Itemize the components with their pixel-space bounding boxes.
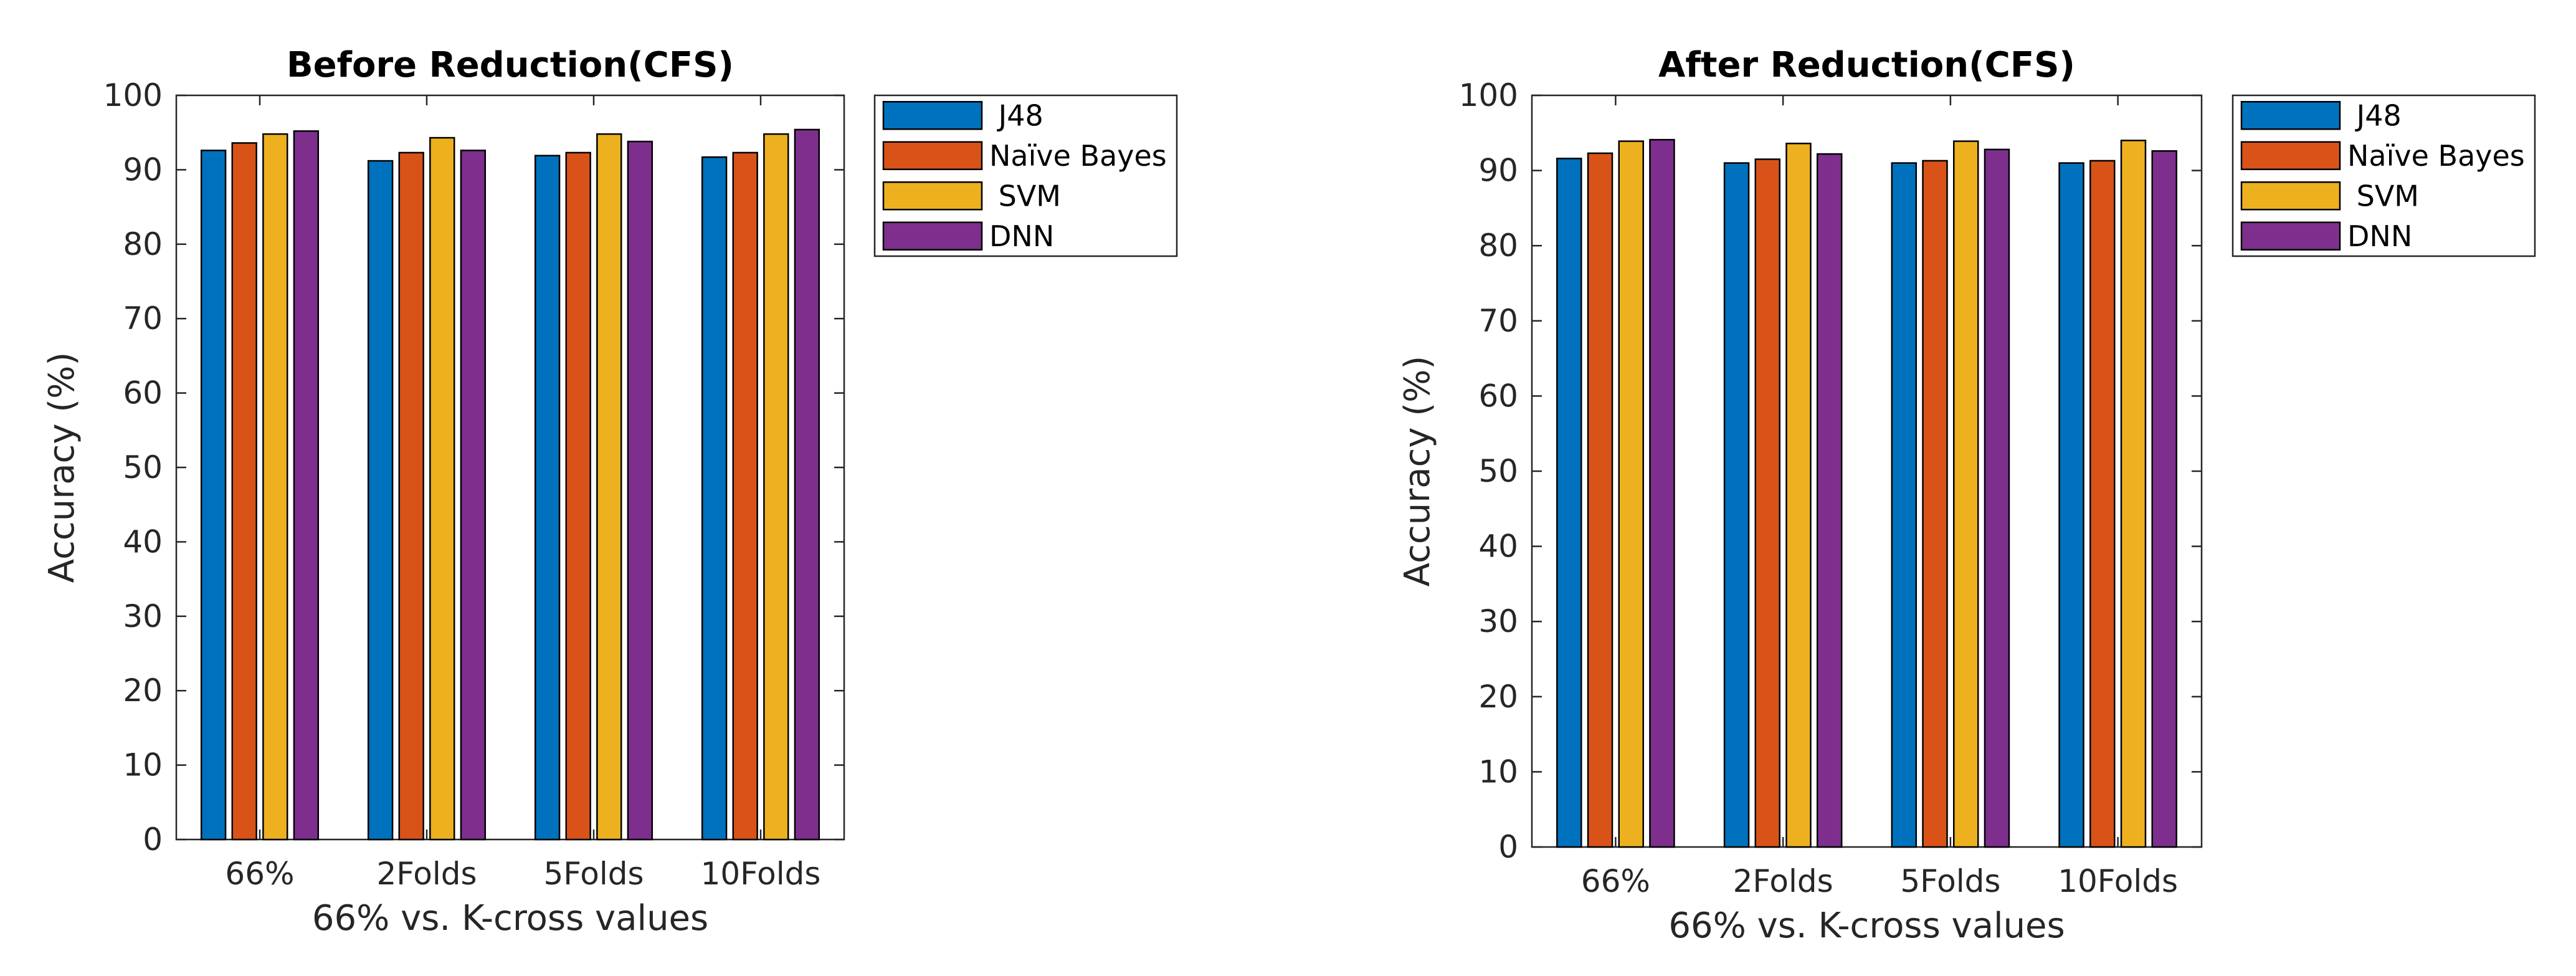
bar-dnn-0: [293, 130, 320, 841]
bar-svm-2: [596, 133, 622, 841]
legend-label: SVM: [2347, 179, 2419, 213]
legend-label: Naïve Bayes: [2347, 139, 2525, 173]
bar-svm-2: [1953, 140, 1979, 848]
legend-swatch: [2240, 101, 2341, 130]
legend-label: SVM: [989, 179, 1061, 213]
y-tick-label: 40: [1478, 529, 1518, 565]
bar-na-ve-bayes-0: [231, 142, 257, 841]
legend-swatch: [882, 221, 983, 251]
x-tick-label: 2Folds: [1733, 863, 1833, 899]
y-tick-label: 90: [1478, 153, 1518, 189]
x-tick-label: 10Folds: [701, 856, 821, 892]
x-tick-label: 10Folds: [2058, 863, 2178, 899]
legend-swatch: [2240, 221, 2341, 251]
bar-dnn-1: [1816, 153, 1843, 848]
bar-dnn-2: [1984, 148, 2010, 848]
bar-dnn-2: [627, 140, 654, 841]
bar-j48-3: [701, 156, 728, 841]
bar-dnn-1: [460, 150, 487, 841]
chart-after-reduction: 0 10 20 30 40 50 60 70 80 90 100 66% 2Folds 5Folds 10F…: [1397, 45, 2536, 946]
y-tick-label: 100: [1459, 77, 1518, 113]
y-tick-label: 30: [1478, 603, 1518, 639]
y-tick-label: 0: [1498, 829, 1518, 865]
y-tick-label: 60: [1478, 378, 1518, 414]
legend-swatch: [2240, 181, 2341, 211]
y-tick-label: 50: [1478, 453, 1518, 489]
bar-dnn-0: [1649, 138, 1675, 848]
y-tick-label: 20: [1478, 679, 1518, 715]
bar-na-ve-bayes-2: [1922, 160, 1948, 848]
legend-label: DNN: [2347, 219, 2412, 253]
bar-j48-0: [1556, 158, 1582, 848]
y-axis-label: Accuracy (%): [1397, 356, 1438, 586]
y-tick-label: 20: [123, 672, 163, 709]
bar-j48-0: [200, 150, 227, 841]
y-tick-label: 10: [123, 747, 163, 783]
y-axis-label: Accuracy (%): [42, 352, 82, 583]
bar-svm-1: [1785, 142, 1812, 848]
bar-na-ve-bayes-2: [565, 151, 591, 841]
bar-na-ve-bayes-3: [732, 151, 758, 841]
bar-svm-3: [2120, 140, 2147, 848]
bar-j48-2: [534, 155, 561, 841]
legend-swatch: [882, 181, 983, 211]
y-tick-label: 100: [103, 77, 163, 113]
x-tick-label: 66%: [1581, 863, 1650, 899]
bar-j48-1: [1723, 162, 1750, 848]
bar-j48-3: [2058, 162, 2084, 848]
y-tick-label: 60: [123, 375, 163, 411]
y-tick-label: 30: [123, 598, 163, 634]
legend-label: DNN: [989, 219, 1054, 253]
x-tick-label: 66%: [225, 856, 294, 892]
chart-title: Before Reduction(CFS): [287, 45, 734, 85]
y-tick-label: 40: [123, 524, 163, 560]
y-tick-label: 90: [123, 151, 163, 188]
bar-svm-0: [262, 133, 288, 841]
legend-swatch: [882, 101, 983, 130]
x-tick-label: 5Folds: [543, 856, 644, 892]
y-tick-label: 70: [123, 300, 163, 337]
bar-svm-1: [429, 136, 455, 841]
bar-svm-3: [763, 133, 789, 841]
bar-j48-1: [367, 160, 394, 841]
y-tick-label: 80: [123, 226, 163, 262]
chart-before-reduction: 0 10 20 30 40 50 60 70 80 90 100 66% 2Folds 5Folds 10F…: [42, 45, 1178, 939]
bar-j48-2: [1891, 162, 1918, 848]
legend-swatch: [882, 141, 983, 170]
chart-title: After Reduction(CFS): [1658, 45, 2075, 85]
y-tick-label: 50: [123, 449, 163, 486]
x-axis-label: 66% vs. K-cross values: [1668, 906, 2065, 946]
legend-label: Naïve Bayes: [989, 139, 1167, 173]
bar-dnn-3: [2151, 150, 2177, 848]
y-tick-label: 70: [1478, 303, 1518, 339]
bar-svm-0: [1618, 140, 1644, 848]
x-tick-label: 2Folds: [376, 856, 477, 892]
bar-na-ve-bayes-0: [1587, 152, 1614, 848]
legend-swatch: [2240, 141, 2341, 170]
legend-label: J48: [989, 98, 1043, 132]
legend: J48 Naïve Bayes SVM DNN: [873, 94, 1178, 257]
bar-dnn-3: [794, 128, 820, 841]
legend: J48 Naïve Bayes SVM DNN: [2231, 94, 2536, 257]
bar-na-ve-bayes-1: [1754, 158, 1780, 848]
bar-na-ve-bayes-3: [2089, 160, 2116, 848]
x-tick-label: 5Folds: [1900, 863, 2000, 899]
bar-na-ve-bayes-1: [398, 151, 424, 841]
y-tick-label: 0: [143, 821, 163, 858]
legend-label: J48: [2347, 98, 2402, 132]
y-tick-label: 10: [1478, 754, 1518, 790]
x-axis-label: 66% vs. K-cross values: [312, 898, 708, 939]
y-tick-label: 80: [1478, 227, 1518, 264]
